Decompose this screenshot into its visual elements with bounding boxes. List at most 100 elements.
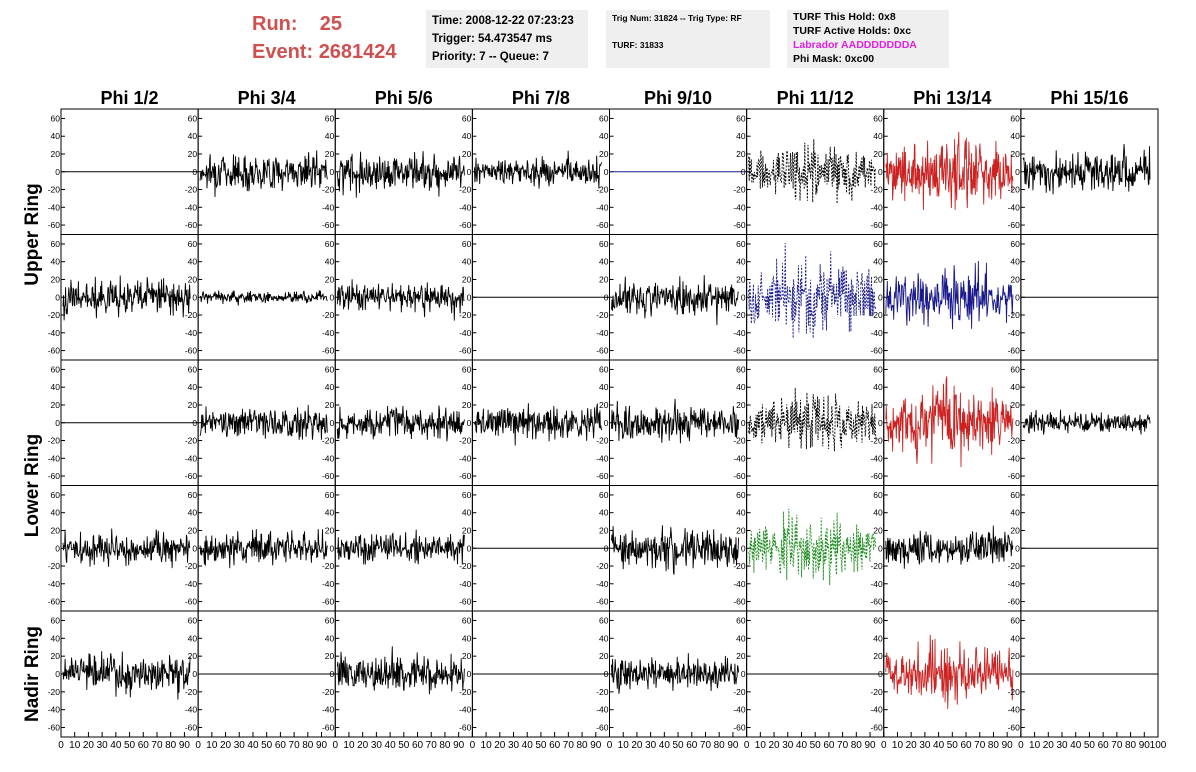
y-tick-label: 60	[736, 364, 746, 374]
y-tick-label: 0	[741, 167, 746, 177]
y-tick-label: -60	[596, 220, 609, 230]
y-tick-label: 60	[873, 364, 883, 374]
y-tick-label: 20	[462, 274, 472, 284]
y-tick-label: 40	[188, 508, 198, 518]
y-tick-label: 60	[736, 490, 746, 500]
column-title-4: Phi 7/8	[512, 88, 570, 108]
y-tick-label: 40	[325, 633, 335, 643]
y-tick-label: 20	[736, 651, 746, 661]
y-tick-label: 20	[325, 400, 335, 410]
column-title-6: Phi 11/12	[777, 88, 854, 108]
waveform-r2-c5	[611, 275, 739, 326]
y-tick-label: -60	[185, 723, 198, 733]
y-tick-label: 60	[462, 615, 472, 625]
x-tick-label: 60	[549, 740, 561, 751]
y-tick-label: -20	[48, 310, 61, 320]
y-tick-label: -20	[185, 561, 198, 571]
y-tick-label: 40	[873, 257, 883, 267]
x-tick-label: 80	[1125, 740, 1137, 751]
y-tick-label: 0	[878, 418, 883, 428]
y-tick-label: 40	[736, 131, 746, 141]
x-tick-label: 50	[673, 740, 685, 751]
y-tick-label: 20	[873, 274, 883, 284]
y-tick-label: -20	[459, 185, 472, 195]
row-title-1: Upper Ring	[22, 183, 43, 285]
y-tick-label: -40	[870, 202, 883, 212]
y-tick-label: 20	[736, 400, 746, 410]
y-tick-label: 20	[462, 525, 472, 535]
y-tick-label: -40	[596, 328, 609, 338]
y-tick-label: -20	[185, 310, 198, 320]
y-tick-label: 20	[462, 400, 472, 410]
y-tick-label: -60	[185, 597, 198, 607]
x-tick-label: 70	[426, 740, 438, 751]
y-tick-label: 40	[51, 633, 61, 643]
y-tick-label: 40	[1010, 257, 1020, 267]
x-tick-label: 80	[714, 740, 726, 751]
waveform-r3-c4	[473, 403, 602, 446]
y-tick-label: -60	[870, 723, 883, 733]
y-tick-label: -20	[48, 687, 61, 697]
y-tick-label: 20	[599, 651, 609, 661]
y-tick-label: -40	[48, 453, 61, 463]
y-tick-label: -40	[733, 579, 746, 589]
y-tick-label: 60	[325, 615, 335, 625]
x-tick-label: 60	[1098, 740, 1110, 751]
y-tick-label: 20	[873, 651, 883, 661]
x-tick-label: 60	[275, 740, 287, 751]
row-title-2: Lower Ring	[22, 434, 43, 537]
waveform-r1-c7	[885, 131, 1014, 211]
x-tick-label: 40	[933, 740, 945, 751]
y-tick-label: 60	[736, 615, 746, 625]
y-tick-label: -60	[733, 723, 746, 733]
x-tick-label: 0	[470, 740, 476, 751]
y-tick-label: 20	[873, 525, 883, 535]
y-tick-label: 0	[878, 292, 883, 302]
y-tick-label: 0	[1015, 292, 1020, 302]
y-tick-label: 20	[1010, 525, 1020, 535]
y-tick-label: 0	[604, 292, 609, 302]
y-tick-label: 60	[736, 239, 746, 249]
waveform-r3-c3	[336, 405, 465, 442]
y-tick-label: 40	[1010, 508, 1020, 518]
y-tick-label: 40	[51, 508, 61, 518]
priority-text: Priority: 7 -- Queue: 7	[432, 51, 549, 63]
y-tick-label: -40	[185, 328, 198, 338]
row-title-3: Nadir Ring	[22, 626, 43, 722]
y-tick-label: 20	[599, 274, 609, 284]
x-tick-label: 90	[590, 740, 602, 751]
waveform-r1-c6	[748, 139, 877, 204]
x-tick-label: 90	[727, 740, 739, 751]
y-tick-label: -60	[322, 723, 335, 733]
y-tick-label: -40	[733, 202, 746, 212]
x-tick-label: 60	[138, 740, 150, 751]
y-tick-label: -40	[185, 453, 198, 463]
waveform-r2-c6	[748, 242, 877, 339]
y-tick-label: 40	[736, 382, 746, 392]
y-tick-label: -60	[185, 220, 198, 230]
y-tick-label: 40	[462, 131, 472, 141]
y-tick-label: -40	[322, 328, 335, 338]
y-tick-label: 0	[330, 292, 335, 302]
y-tick-label: -20	[322, 436, 335, 446]
y-tick-label: -40	[596, 453, 609, 463]
y-tick-label: -40	[48, 579, 61, 589]
y-tick-label: 60	[1010, 490, 1020, 500]
y-tick-label: -60	[48, 471, 61, 481]
y-tick-label: 20	[736, 274, 746, 284]
y-tick-label: 40	[51, 257, 61, 267]
y-tick-label: 0	[192, 418, 197, 428]
y-tick-label: -40	[459, 453, 472, 463]
x-tick-label: 0	[744, 740, 750, 751]
y-tick-label: -20	[459, 310, 472, 320]
x-tick-label: 0	[58, 740, 64, 751]
waveform-r5-c1	[62, 651, 191, 700]
x-tick-label: 60	[686, 740, 698, 751]
y-tick-label: 40	[599, 508, 609, 518]
y-tick-label: 60	[873, 113, 883, 123]
y-tick-label: 0	[55, 669, 60, 679]
y-tick-label: 0	[330, 167, 335, 177]
trig-info-box: Trig Num: 31824 -- Trig Type: RF TURF: 3…	[606, 10, 770, 68]
y-tick-label: 20	[325, 651, 335, 661]
y-tick-label: -60	[48, 346, 61, 356]
